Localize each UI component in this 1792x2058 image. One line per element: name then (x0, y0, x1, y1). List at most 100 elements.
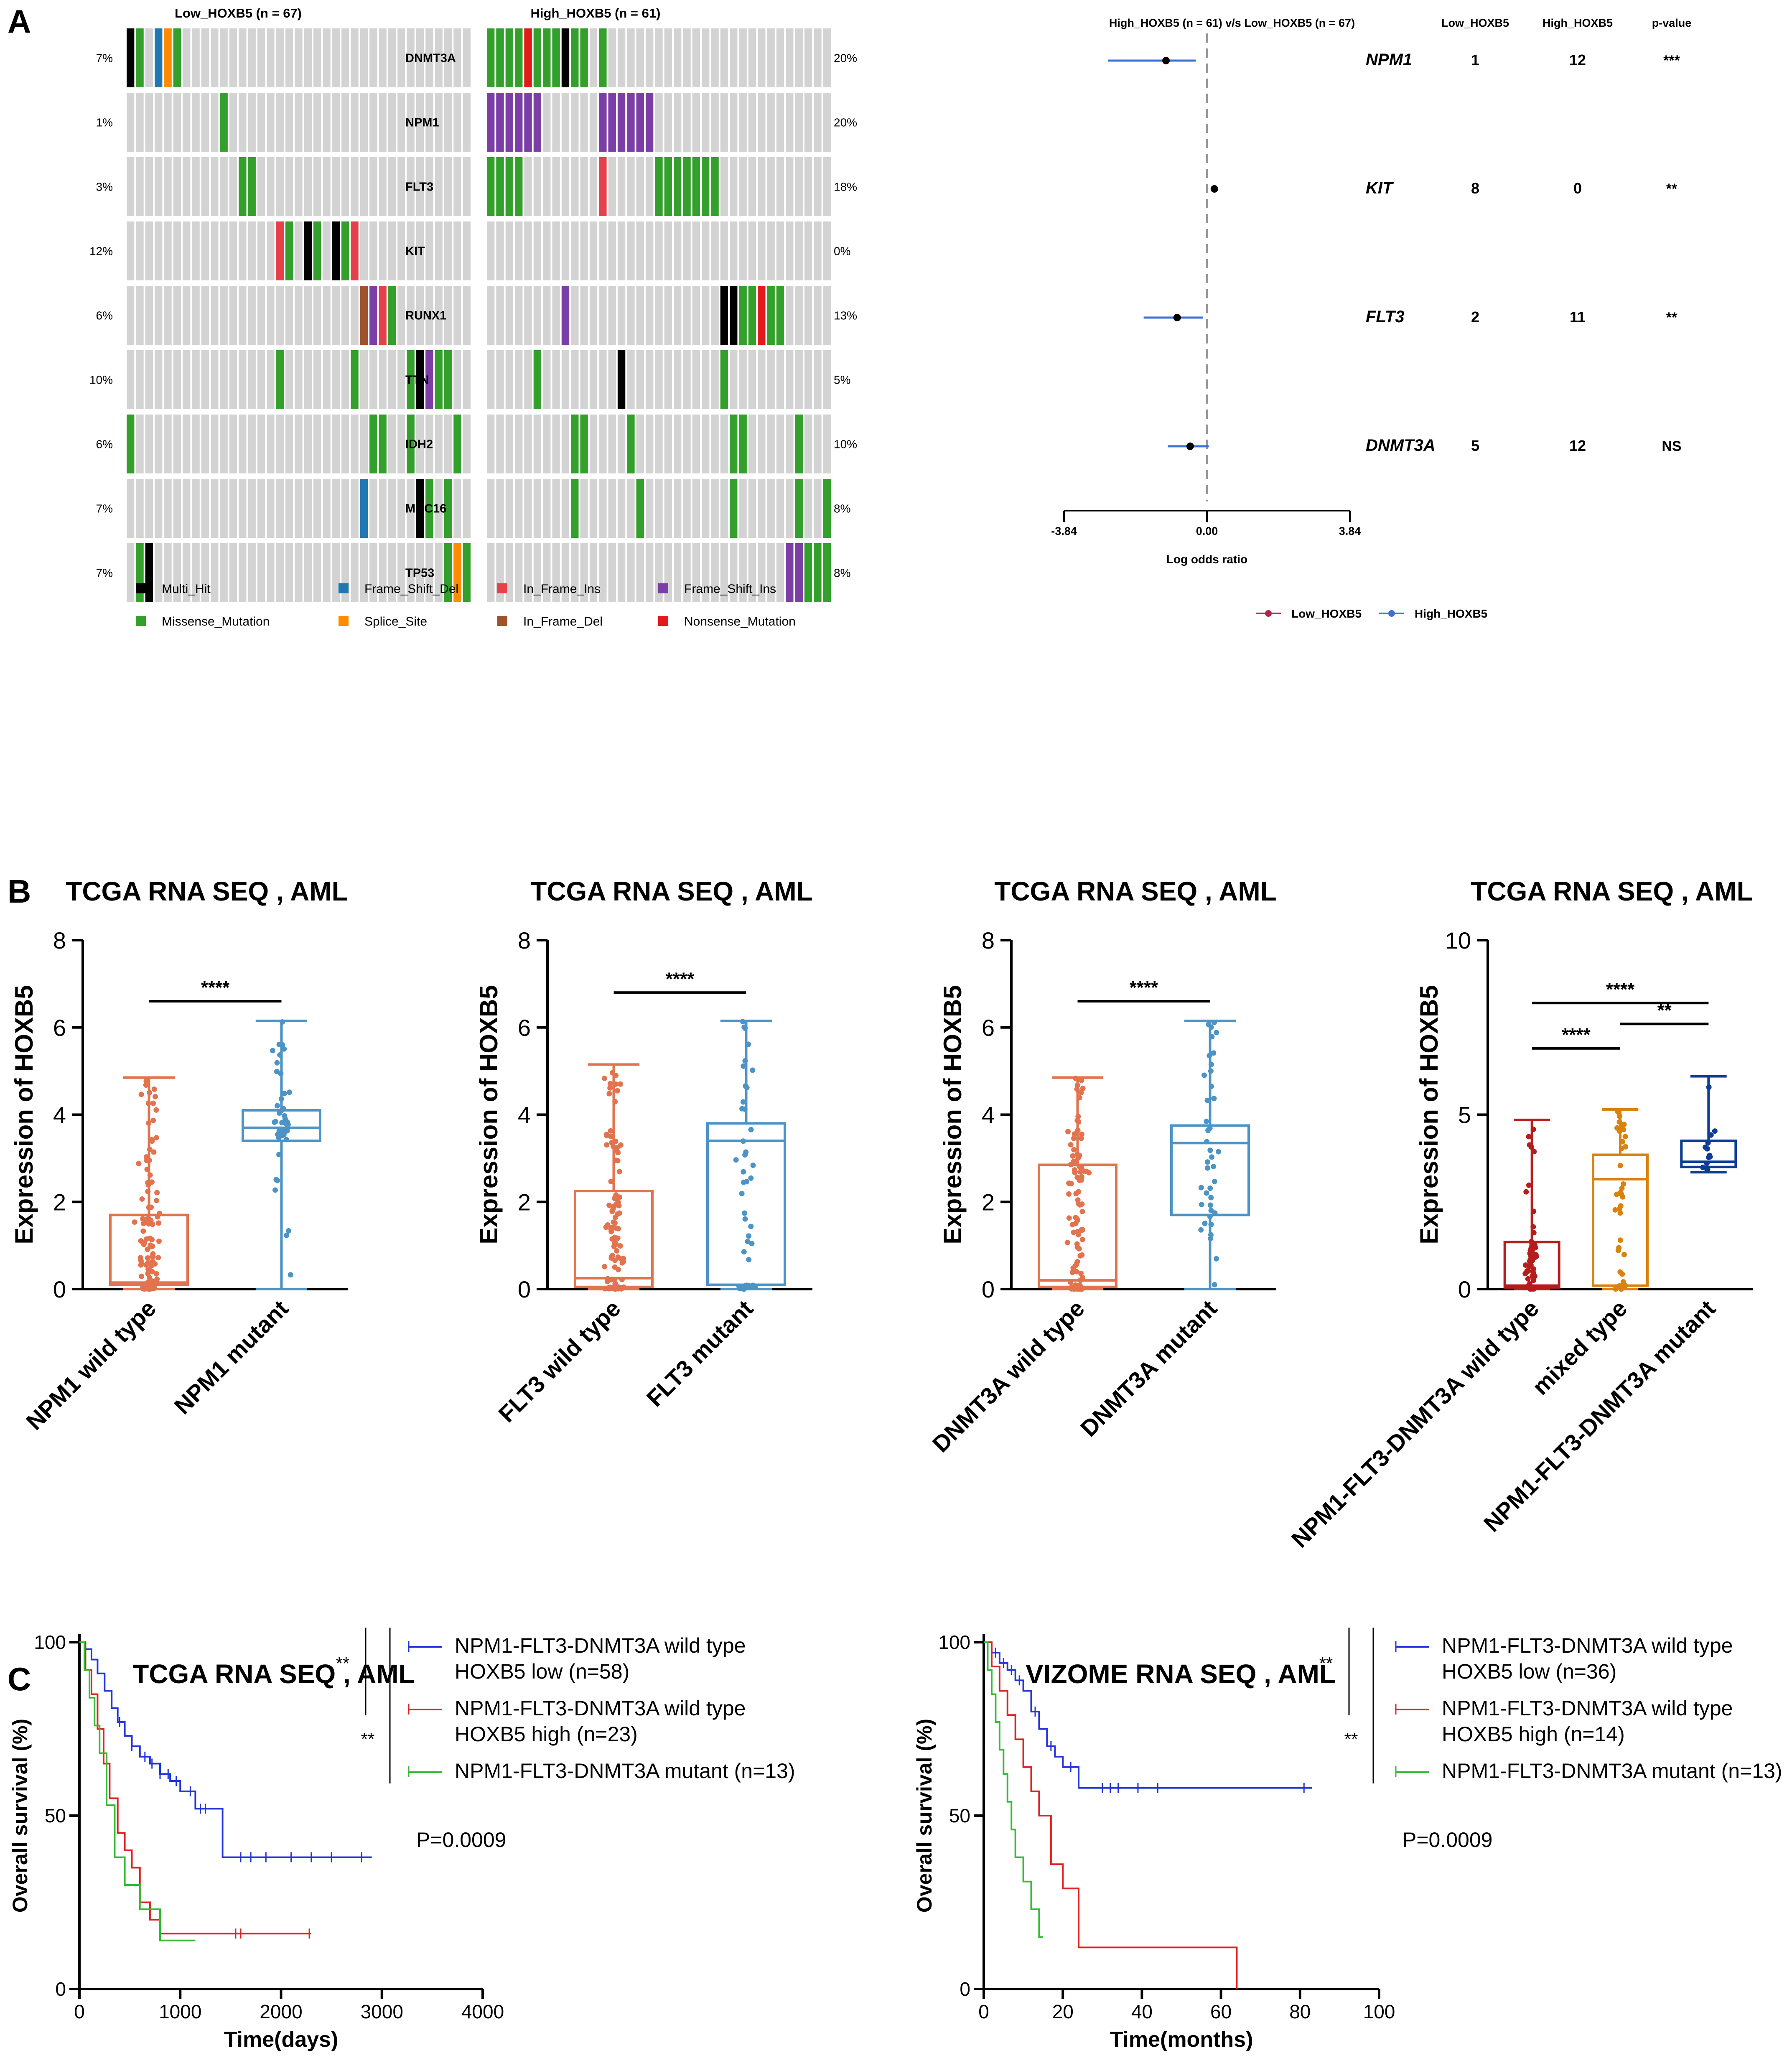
oncoplot-cell (211, 157, 219, 216)
oncoplot-cell (360, 543, 368, 602)
oncoplot-cell (589, 415, 598, 473)
oncoplot-cell (407, 286, 415, 345)
oncoplot-cell (533, 221, 542, 280)
oncoplot-cell (655, 479, 663, 538)
oncoplot-cell (155, 543, 163, 602)
boxplot-point (1527, 1257, 1533, 1262)
boxplot-point (746, 1041, 751, 1047)
boxplot-point (618, 1256, 624, 1262)
oncoplot-cell (505, 286, 514, 345)
oncoplot-cell (683, 479, 691, 538)
forest-pvalue: *** (1663, 53, 1680, 69)
oncoplot-cell (674, 350, 682, 409)
boxplot-point (143, 1216, 149, 1222)
oncoplot-cell (136, 221, 144, 280)
boxplot-point (146, 1286, 152, 1292)
oncoplot-cell (341, 93, 349, 152)
oncoplot-cell (435, 479, 443, 538)
oncoplot-cell (627, 157, 635, 216)
oncoplot-legend-label: Nonsense_Mutation (684, 615, 796, 628)
oncoplot-cell (702, 28, 710, 87)
boxplot-point (278, 1108, 284, 1114)
boxplot-point (138, 1091, 144, 1097)
oncoplot-cell (543, 221, 551, 280)
oncoplot-cell (683, 543, 691, 602)
oncoplot-cell (183, 286, 191, 345)
oncoplot-legend-label: Frame_Shift_Ins (684, 582, 776, 596)
oncoplot-mutation-cell (683, 157, 691, 216)
km-y-tick-label: 0 (55, 1978, 66, 2000)
oncoplot-cell (720, 221, 728, 280)
oncoplot-cell (369, 28, 377, 87)
oncoplot-cell (220, 28, 228, 87)
boxplot-point (145, 1267, 151, 1272)
boxplot-point (1208, 1084, 1214, 1089)
oncoplot-cell (702, 286, 710, 345)
oncoplot-cell (758, 350, 766, 409)
oncoplot-cell (505, 543, 514, 602)
oncoplot-cell (758, 157, 766, 216)
boxplot-point (1075, 1114, 1081, 1119)
boxplot-point (1613, 1286, 1619, 1292)
oncoplot-cell (599, 350, 607, 409)
boxplot-point (1074, 1261, 1079, 1267)
oncoplot-cell (664, 221, 672, 280)
oncoplot-cell (571, 543, 579, 602)
oncoplot-cell (776, 93, 784, 152)
oncoplot-cell (416, 221, 424, 280)
oncoplot-cell (524, 221, 532, 280)
oncoplot-cell (323, 286, 331, 345)
oncoplot-mutation-cell (608, 93, 616, 152)
km-p-value: P=0.0009 (1403, 1828, 1492, 1852)
oncoplot-cell (220, 415, 228, 473)
oncoplot-cell (692, 28, 700, 87)
oncoplot-cell (239, 350, 247, 409)
boxplot-point (1712, 1128, 1718, 1134)
boxplot-y-tick-label: 0 (518, 1276, 531, 1302)
oncoplot-cell (739, 221, 747, 280)
oncoplot-cell (589, 543, 598, 602)
oncoplot-cell (552, 221, 560, 280)
oncoplot-cell (453, 93, 461, 152)
oncoplot-mutation-cell (674, 157, 682, 216)
oncoplot-cell (636, 350, 644, 409)
boxplot-point (1070, 1265, 1076, 1271)
boxplot-point (1704, 1160, 1710, 1166)
boxplot-point (1079, 1252, 1085, 1258)
boxplot-title: TCGA RNA SEQ , AML (994, 876, 1277, 906)
boxplot-point (1617, 1163, 1623, 1168)
oncoplot-cell (397, 157, 405, 216)
km-legend-label: NPM1-FLT3-DNMT3A wild type (455, 1697, 746, 1720)
forest-legend-label: High_HOXB5 (1415, 607, 1487, 620)
oncoplot-mutation-cell (444, 543, 452, 602)
oncoplot-cell (496, 221, 504, 280)
oncoplot-cell (758, 479, 766, 538)
forest-pvalue: ** (1666, 181, 1677, 197)
oncoplot-cell (608, 157, 616, 216)
oncoplot-cell (636, 543, 644, 602)
boxplot-point (614, 1088, 620, 1094)
km-p-value: P=0.0009 (416, 1828, 506, 1852)
forest-legend-marker (1265, 610, 1272, 617)
oncoplot-cell (295, 28, 303, 87)
boxplot-point (1619, 1185, 1625, 1191)
oncoplot-mutation-cell (173, 28, 181, 87)
oncoplot-cell (720, 28, 728, 87)
oncoplot-cell (608, 543, 616, 602)
boxplot-point (617, 1243, 623, 1249)
oncoplot-cell (664, 479, 672, 538)
oncoplot-cell (201, 479, 209, 538)
oncoplot-cell (425, 415, 433, 473)
oncoplot-cell (444, 286, 452, 345)
boxplot-point (608, 1226, 614, 1232)
oncoplot-cell (369, 479, 377, 538)
oncoplot-mutation-cell (795, 479, 803, 538)
boxplot-point (1208, 1232, 1214, 1238)
boxplot-point (611, 1219, 616, 1225)
oncoplot-cell (229, 28, 237, 87)
oncoplot-legend-swatch (136, 616, 146, 626)
oncoplot-cell (463, 415, 471, 473)
boxplot-point (147, 1090, 153, 1096)
oncoplot-row-pct-high: 10% (834, 438, 857, 451)
oncoplot-cell (599, 543, 607, 602)
